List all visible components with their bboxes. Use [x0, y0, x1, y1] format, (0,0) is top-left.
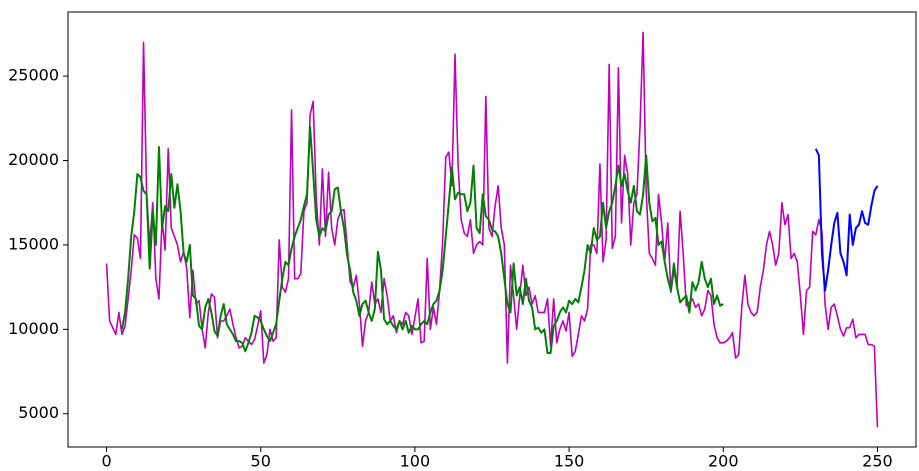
- x-tick-label: 150: [554, 452, 585, 471]
- x-tick-label: 250: [862, 452, 893, 471]
- x-tick-label: 200: [708, 452, 739, 471]
- series-line: [814, 148, 879, 292]
- x-tick-label: 100: [400, 452, 431, 471]
- y-tick-label: 15000: [8, 234, 59, 253]
- x-tick-label: 50: [251, 452, 271, 471]
- y-tick-label: 5000: [18, 403, 59, 422]
- y-tick-label: 20000: [8, 150, 59, 169]
- series-line: [105, 31, 879, 428]
- axes-frame: [67, 11, 917, 448]
- y-tick-label: 25000: [8, 66, 59, 85]
- series-line: [120, 125, 724, 354]
- y-tick-label: 10000: [8, 319, 59, 338]
- x-tick-label: 0: [101, 452, 111, 471]
- plot-area: [105, 31, 879, 428]
